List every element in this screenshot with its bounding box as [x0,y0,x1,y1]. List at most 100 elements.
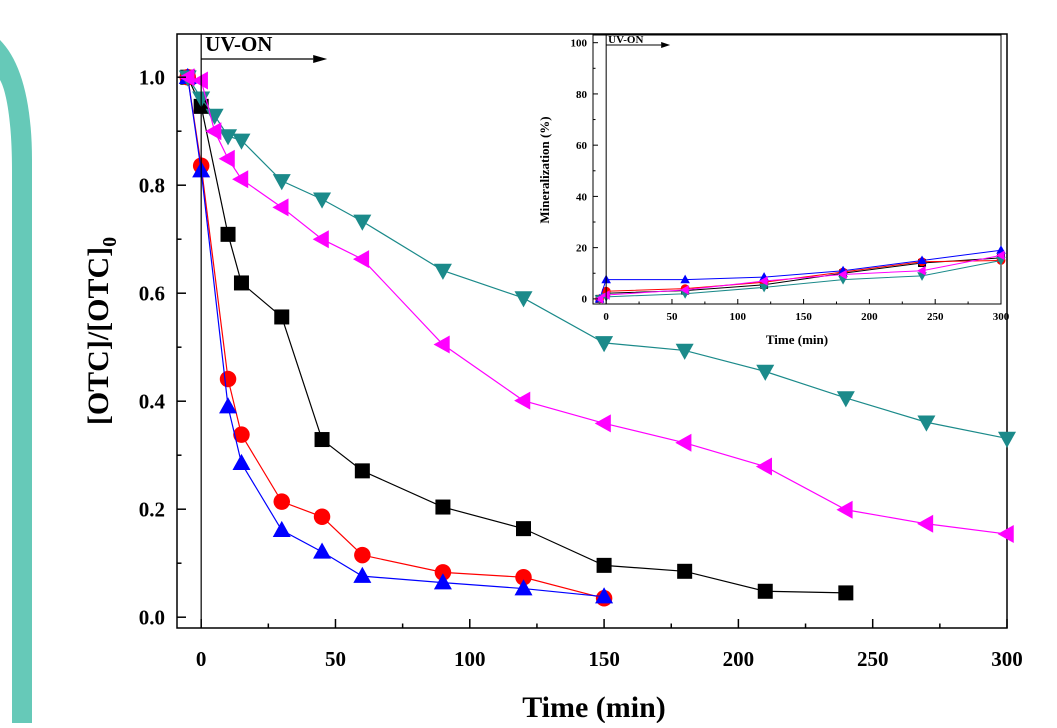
x-tick-label: 250 [857,647,889,671]
inset-axes: 0 50 100 150 200 250 300 0 20 40 60 80 100 [571,38,1010,323]
series-line [187,77,605,598]
data-point [917,265,926,276]
data-point [514,391,531,410]
data-point [272,174,291,191]
data-point [594,294,604,304]
data-point [516,521,532,537]
data-point [178,68,195,87]
data-point [759,283,769,293]
data-point [435,499,451,515]
data-point [836,391,855,408]
sidebar-decoration [0,40,32,723]
data-point [314,432,330,448]
data-point [273,493,291,510]
data-point [917,514,934,533]
x-tick-label: 100 [730,311,747,323]
data-point [601,290,610,300]
data-point [433,263,452,280]
data-point [680,285,689,295]
data-point [354,546,371,564]
series-triangle-left [178,68,1014,544]
y-tick-label: 40 [576,191,588,203]
data-point [232,170,249,189]
main-y-axis-label: [OTC]/[OTC]0 [82,237,121,425]
data-point [219,129,238,146]
data-point [675,343,694,360]
main-series-group [178,67,1016,607]
data-point [232,453,251,471]
inset-plot-frame [592,34,1002,305]
data-point [232,133,251,150]
data-point [233,426,250,443]
data-point [917,255,927,265]
x-tick-label: 150 [795,311,812,323]
data-point [997,525,1014,544]
x-tick-label: 50 [325,647,346,671]
data-point [191,71,208,90]
data-point [220,226,236,242]
main-y-axis-label-main: [OTC]/[OTC] [82,247,115,425]
inset-x-axis-label: Time (min) [766,332,828,347]
x-tick-label: 300 [991,647,1023,671]
data-point [838,269,847,280]
data-point [313,508,331,526]
data-point [755,457,773,476]
data-point [596,557,612,573]
data-point [677,563,693,579]
data-point [917,415,936,432]
y-tick-label: 0.6 [139,282,165,306]
data-point [353,566,372,583]
x-tick-label: 150 [588,647,620,671]
x-tick-label: 250 [927,311,944,323]
main-x-axis-label: Time (min) [522,691,666,723]
x-tick-label: 0 [603,311,609,323]
data-point [838,585,854,601]
data-point [514,291,533,308]
inset-y-axis-label: Mineralization (%) [537,116,552,223]
series-line [187,76,1008,535]
x-tick-label: 200 [723,647,755,671]
main-uv-label: UV-ON [205,32,272,56]
series-line [187,77,605,599]
y-tick-label: 100 [571,38,588,50]
y-tick-label: 0.0 [139,606,165,630]
main-plot-frame [176,33,1008,629]
data-point [353,214,372,231]
y-tick-label: 1.0 [139,66,165,90]
y-tick-label: 20 [576,242,588,254]
data-point [219,397,238,414]
series-square [180,69,854,601]
data-point [434,564,452,581]
data-point [595,336,614,353]
data-point [313,542,332,559]
data-point [272,198,289,217]
inset-uv-arrowhead [661,42,671,48]
inset-chart: 0 50 100 150 200 250 300 0 20 40 60 80 100 UV-ON Tim… [537,34,1010,347]
x-tick-label: 200 [861,311,878,323]
data-point [313,192,332,209]
data-point [594,414,611,433]
data-point [996,250,1005,261]
data-point [219,370,237,388]
y-tick-label: 60 [576,140,588,152]
main-uv-annotation: UV-ON [200,32,328,628]
data-point [757,583,773,599]
data-point [205,122,222,141]
data-point [352,250,370,269]
data-point [836,500,853,519]
data-point [433,335,450,354]
y-tick-label: 0 [582,294,588,306]
data-point [274,309,290,325]
data-point [218,149,235,168]
data-point [756,364,775,381]
series-triangle-up [178,67,614,604]
data-point [433,573,452,590]
y-tick-label: 80 [576,89,588,101]
data-point [354,463,370,479]
inset-uv-label: UV-ON [608,34,643,46]
main-y-axis-label-subscript: 0 [99,237,121,247]
